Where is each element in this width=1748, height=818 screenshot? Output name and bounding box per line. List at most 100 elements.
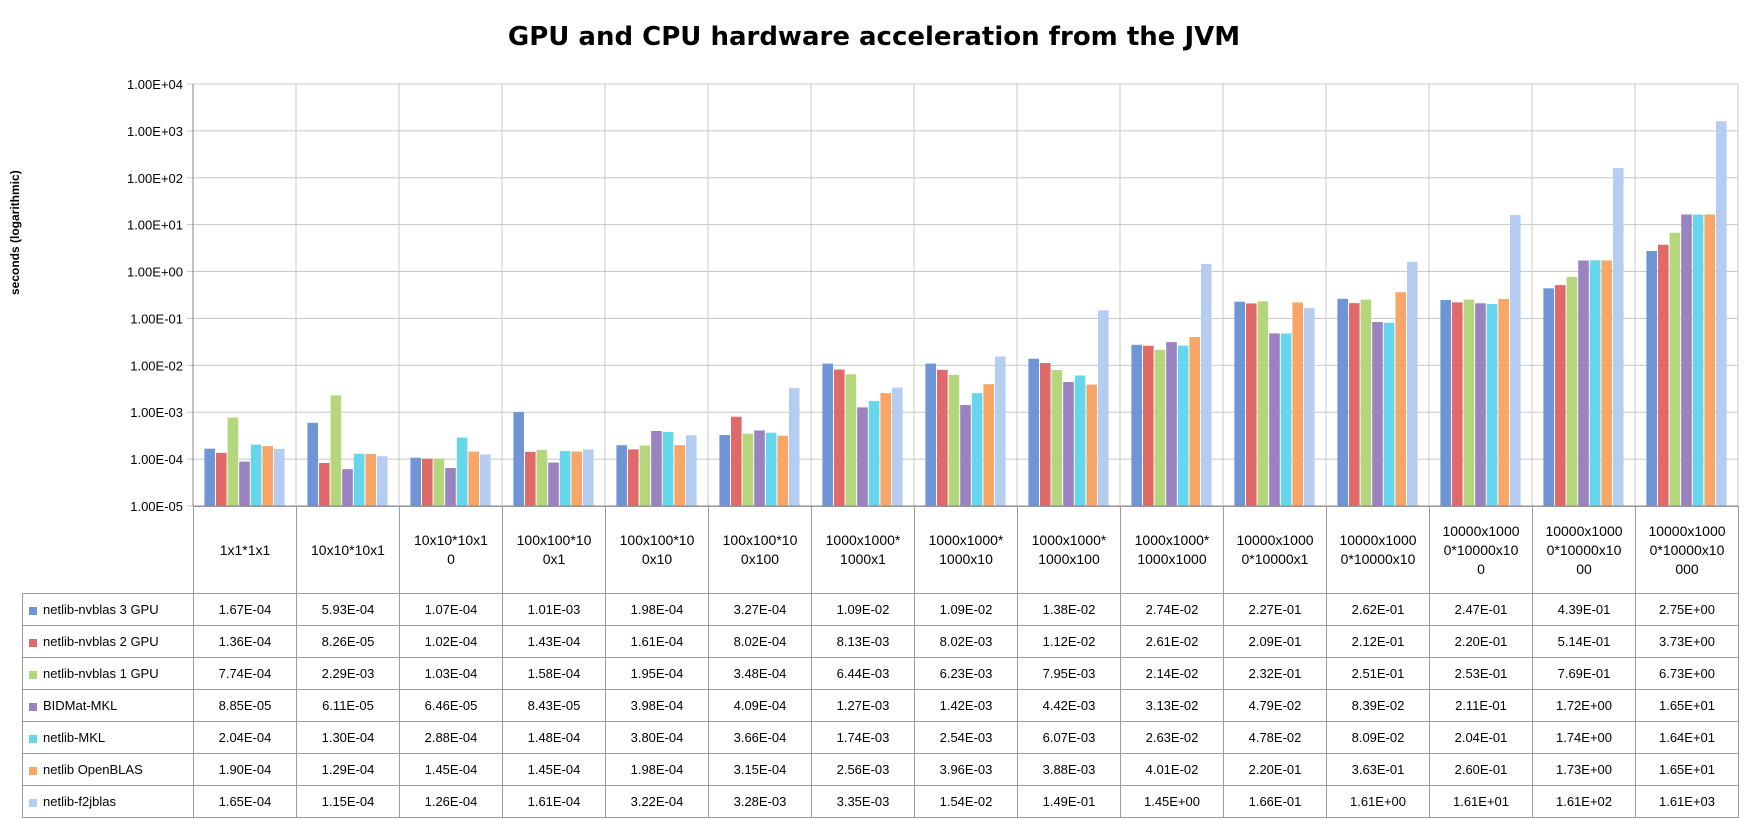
- table-row: BIDMat-MKL 8.85E-05 6.11E-05 6.46E-05 8.43E-…: [22, 689, 1739, 722]
- value-cell: 1.43E-04: [502, 625, 606, 658]
- bar: [571, 451, 582, 506]
- value-cell: 8.26E-05: [296, 625, 400, 658]
- category-header-line: 0: [447, 551, 455, 567]
- bar: [1166, 342, 1177, 506]
- value-cell: 3.48E-04: [708, 657, 812, 690]
- series-name: netlib-f2jblas: [22, 785, 194, 818]
- table-row: netlib OpenBLAS 1.90E-04 1.29E-04 1.45E-04 1…: [22, 753, 1739, 786]
- bar: [204, 448, 215, 506]
- value-cell: 8.09E-02: [1326, 721, 1430, 754]
- category-header-line: 10x10*10x1: [311, 541, 385, 558]
- category-header-line: 1000x100: [1038, 551, 1100, 567]
- category-header-line: 0: [1477, 560, 1485, 577]
- chart-title: GPU and CPU hardware acceleration from t…: [507, 22, 1241, 52]
- category-header-line: 100x100*10: [619, 532, 695, 548]
- bar: [525, 451, 536, 506]
- bar: [377, 456, 388, 506]
- bar: [1440, 300, 1451, 506]
- value-cell: 4.79E-02: [1223, 689, 1327, 722]
- category-header-line: 1000x1000: [1137, 551, 1207, 567]
- value-cell: 1.01E-03: [502, 593, 606, 626]
- bar: [1372, 322, 1383, 506]
- bar: [1395, 292, 1406, 506]
- category-header-line: 10000x1000: [1442, 522, 1520, 539]
- value-cell: 8.13E-03: [811, 625, 915, 658]
- value-cell: 3.63E-01: [1326, 753, 1430, 786]
- value-cell: 1.15E-04: [296, 785, 400, 818]
- value-cell: 1.09E-02: [914, 593, 1018, 626]
- bar: [1131, 344, 1142, 506]
- bar: [1098, 310, 1109, 506]
- value-cell: 1.61E+03: [1635, 785, 1739, 818]
- bar: [948, 374, 960, 506]
- series-label: netlib-MKL: [43, 730, 106, 745]
- value-cell: 1.65E+01: [1635, 689, 1739, 722]
- category-header: 1x1*1x1: [193, 506, 297, 594]
- value-cell: 3.28E-03: [708, 785, 812, 818]
- bar: [1051, 370, 1063, 506]
- value-cell: 1.42E-03: [914, 689, 1018, 722]
- category-header-line: 0x10: [641, 551, 673, 567]
- bar: [445, 468, 456, 506]
- bar: [616, 445, 627, 506]
- table-row: netlib-nvblas 2 GPU 1.36E-04 8.26E-05 1.02E…: [22, 625, 1739, 658]
- value-cell: 7.74E-04: [193, 657, 297, 690]
- category-header-line: 00: [1576, 560, 1592, 577]
- value-cell: 1.45E-04: [399, 753, 503, 786]
- bar: [559, 451, 571, 506]
- category-header: 100x100*10 0x10: [605, 506, 709, 594]
- value-cell: 2.56E-03: [811, 753, 915, 786]
- value-cell: 2.29E-03: [296, 657, 400, 690]
- category-header-line: 000: [1675, 560, 1699, 577]
- bar: [274, 448, 285, 506]
- value-cell: 2.20E-01: [1429, 625, 1533, 658]
- bar: [365, 453, 376, 506]
- value-cell: 1.74E-03: [811, 721, 915, 754]
- table-corner: [22, 506, 194, 594]
- value-cell: 2.47E-01: [1429, 593, 1533, 626]
- value-cell: 1.61E+00: [1326, 785, 1430, 818]
- bar: [686, 435, 697, 506]
- bar: [433, 458, 445, 506]
- value-cell: 1.48E-04: [502, 721, 606, 754]
- series-name: netlib-nvblas 3 GPU: [22, 593, 194, 626]
- value-cell: 3.13E-02: [1120, 689, 1224, 722]
- value-cell: 3.22E-04: [605, 785, 709, 818]
- value-cell: 2.14E-02: [1120, 657, 1224, 690]
- value-cell: 2.04E-01: [1429, 721, 1533, 754]
- value-cell: 7.95E-03: [1017, 657, 1121, 690]
- bar: [1177, 345, 1189, 506]
- bar: [583, 449, 594, 506]
- bar: [1692, 214, 1704, 506]
- category-header: 10000x1000 0*10000x1: [1223, 506, 1327, 594]
- value-cell: 2.04E-04: [193, 721, 297, 754]
- value-cell: 2.27E-01: [1223, 593, 1327, 626]
- value-cell: 1.36E-04: [193, 625, 297, 658]
- series-label: netlib-nvblas 1 GPU: [43, 666, 159, 681]
- value-cell: 1.61E+01: [1429, 785, 1533, 818]
- bar: [651, 430, 662, 506]
- value-cell: 1.02E-04: [399, 625, 503, 658]
- category-header-line: 0*10000x10: [1546, 541, 1622, 558]
- bar: [513, 412, 524, 506]
- legend-swatch: [29, 734, 37, 743]
- series-name: BIDMat-MKL: [22, 689, 194, 722]
- bar: [822, 363, 833, 506]
- bar: [765, 432, 777, 506]
- bar: [410, 457, 421, 506]
- bar: [639, 445, 651, 506]
- table-row: netlib-f2jblas 1.65E-04 1.15E-04 1.26E-04 1.…: [22, 785, 1739, 818]
- category-header: 10000x1000 0*10000x10 0: [1429, 506, 1533, 594]
- value-cell: 5.93E-04: [296, 593, 400, 626]
- bar: [742, 433, 754, 506]
- value-cell: 2.75E+00: [1635, 593, 1739, 626]
- bar: [1234, 301, 1245, 506]
- value-cell: 1.58E-04: [502, 657, 606, 690]
- value-cell: 4.09E-04: [708, 689, 812, 722]
- value-cell: 1.65E+01: [1635, 753, 1739, 786]
- category-header-line: 100x100*10: [722, 532, 798, 548]
- value-cell: 8.39E-02: [1326, 689, 1430, 722]
- series-label: netlib-nvblas 3 GPU: [43, 602, 159, 617]
- category-header: 1000x1000* 1000x1: [811, 506, 915, 594]
- value-cell: 2.11E-01: [1429, 689, 1533, 722]
